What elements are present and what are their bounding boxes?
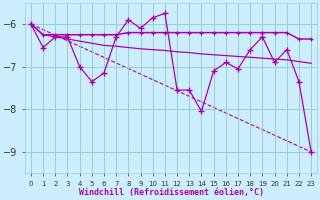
X-axis label: Windchill (Refroidissement éolien,°C): Windchill (Refroidissement éolien,°C) — [78, 188, 263, 197]
